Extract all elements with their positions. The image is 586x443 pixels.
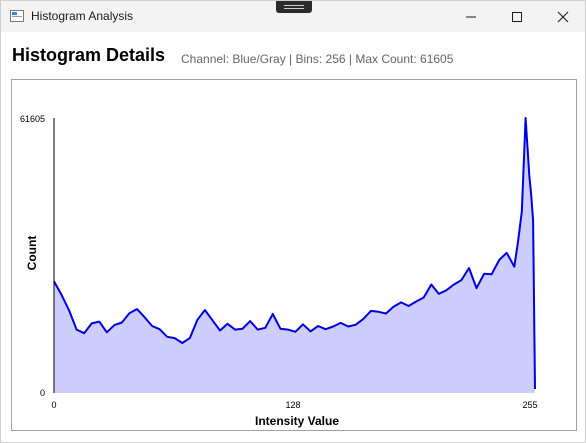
x-axis-title: Intensity Value [255, 414, 339, 428]
histogram-area-fill [54, 118, 535, 393]
chart-panel: 61605 0 0 128 255 Intensity Value Count [11, 79, 577, 431]
x-tick-label-mid: 128 [285, 400, 300, 410]
close-icon [557, 11, 569, 23]
histogram-series-line [53, 117, 536, 390]
y-tick-label-min: 0 [40, 388, 45, 398]
title-bar[interactable]: Histogram Analysis [1, 1, 585, 32]
x-tick-label-min: 0 [51, 400, 56, 410]
close-button[interactable] [540, 1, 586, 32]
window-title: Histogram Analysis [31, 9, 134, 23]
minimize-icon [466, 16, 476, 18]
app-window-icon [10, 10, 24, 22]
histogram-summary: Channel: Blue/Gray | Bins: 256 | Max Cou… [181, 52, 454, 66]
y-tick-label-max: 61605 [20, 114, 45, 124]
minimize-button[interactable] [448, 1, 494, 32]
page-title: Histogram Details [12, 45, 166, 65]
x-tick-label-max: 255 [522, 400, 537, 410]
y-axis-title: Count [25, 236, 39, 271]
maximize-button[interactable] [494, 1, 540, 32]
maximize-icon [512, 12, 522, 22]
snap-drag-handle[interactable] [276, 1, 312, 13]
histogram-chart: 61605 0 0 128 255 Intensity Value Count [20, 114, 538, 428]
